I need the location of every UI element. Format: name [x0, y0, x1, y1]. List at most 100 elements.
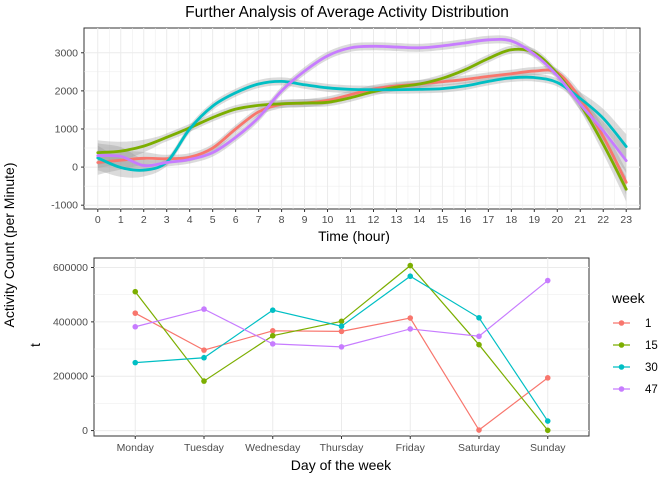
bottom-point-week-47 [476, 333, 482, 340]
top-x-tick-label: 2 [141, 214, 147, 226]
bottom-chart-y-ticks: 0 200000 400000 600000 [53, 262, 94, 437]
top-y-tick-label: 0 [72, 162, 78, 174]
top-x-tick-label: 19 [528, 214, 540, 226]
bottom-x-tick-label: Wednesday [245, 442, 301, 454]
top-x-tick-label: 14 [414, 214, 426, 226]
bottom-y-tick-label: 600000 [53, 262, 88, 274]
top-x-tick-label: 0 [95, 214, 101, 226]
shared-y-axis-label: Activity Count (per Minute) [1, 163, 17, 328]
top-x-tick-label: 20 [551, 214, 563, 226]
top-y-tick-label: 3000 [55, 47, 79, 59]
bottom-point-week-30 [476, 314, 482, 321]
top-x-tick-label: 4 [187, 214, 193, 226]
legend-key-point [618, 320, 625, 326]
bottom-x-tick-label: Monday [117, 442, 155, 454]
top-x-tick-label: 22 [597, 214, 609, 226]
legend-key-point [618, 364, 625, 370]
top-x-tick-label: 5 [210, 214, 216, 226]
bottom-point-week-47 [132, 323, 139, 330]
bottom-x-tick-label: Saturday [458, 442, 501, 454]
top-chart-x-ticks: 0 1 2 3 4 5 6 7 8 9 10 11 12 13 14 15 16 17 18 19 20 21 22 23 [95, 209, 632, 226]
top-smooth-line-week-30 [96, 75, 628, 172]
legend-item-week-47: 47 [613, 384, 658, 396]
bottom-chart-y-axis-label: t [27, 343, 43, 347]
top-y-tick-label: 1000 [55, 123, 79, 135]
top-smooth-line-week-15 [96, 47, 628, 191]
legend-key-point [618, 342, 625, 348]
top-confidence-band-week-15 [97, 45, 627, 202]
bottom-point-week-15 [476, 341, 482, 348]
legend-title: week [611, 290, 646, 306]
legend-item-week-1: 1 [613, 318, 651, 330]
top-x-tick-label: 18 [505, 214, 517, 226]
bottom-point-week-30 [544, 418, 551, 424]
top-chart-title: Further Analysis of Average Activity Dis… [185, 4, 509, 21]
top-chart: Further Analysis of Average Activity Dis… [51, 4, 641, 244]
top-x-tick-label: 9 [302, 214, 308, 226]
legend-item-week-15: 15 [613, 340, 658, 352]
bottom-point-week-47 [338, 344, 345, 350]
top-x-tick-label: 15 [437, 214, 449, 226]
legend-item-week-30: 30 [613, 362, 658, 374]
bottom-point-week-1 [269, 328, 276, 334]
top-x-tick-label: 23 [620, 214, 632, 226]
bottom-point-week-1 [201, 347, 207, 353]
bottom-point-week-15 [338, 318, 345, 325]
top-x-tick-label: 21 [574, 214, 586, 226]
bottom-point-week-47 [544, 277, 551, 284]
bottom-chart-grid [94, 258, 589, 436]
bottom-point-week-30 [338, 323, 345, 330]
bottom-point-week-15 [201, 378, 207, 384]
bottom-y-tick-label: 400000 [53, 316, 88, 328]
bottom-y-tick-label: 200000 [53, 371, 88, 383]
top-y-tick-label: -1000 [51, 200, 78, 212]
bottom-chart-x-ticks: Monday Tuesday Wednesday Thursday Friday Satu… [117, 436, 566, 454]
bottom-x-tick-label: Thursday [320, 442, 365, 454]
top-chart-x-axis-label: Time (hour) [318, 228, 390, 244]
bottom-point-week-15 [269, 332, 276, 339]
bottom-point-week-30 [407, 273, 414, 280]
top-x-tick-label: 10 [322, 214, 334, 226]
legend-label: 1 [645, 318, 651, 330]
bottom-point-week-1 [407, 315, 414, 321]
bottom-point-week-15 [544, 427, 551, 434]
legend-key-point [618, 386, 625, 392]
bottom-chart-points [132, 262, 551, 434]
bottom-chart: Monday Tuesday Wednesday Thursday Friday Satu… [27, 257, 590, 473]
bottom-point-week-1 [476, 427, 482, 433]
bottom-chart-x-axis-label: Day of the week [291, 457, 392, 473]
bottom-point-week-15 [132, 288, 139, 295]
bottom-point-week-30 [269, 307, 276, 313]
legend-label: 30 [645, 362, 658, 374]
top-x-tick-label: 13 [391, 214, 403, 226]
top-x-tick-label: 12 [368, 214, 380, 226]
bottom-y-tick-label: 0 [82, 425, 88, 437]
bottom-point-week-1 [132, 310, 139, 316]
top-x-tick-label: 8 [279, 214, 285, 226]
top-x-tick-label: 3 [164, 214, 170, 226]
top-y-tick-label: 2000 [55, 85, 79, 97]
top-x-tick-label: 6 [233, 214, 239, 226]
top-confidence-band-week-30 [97, 73, 627, 178]
legend: week 1 15 30 47 [611, 290, 658, 396]
top-x-tick-label: 7 [256, 214, 262, 226]
bottom-point-week-47 [201, 306, 207, 312]
bottom-point-week-15 [407, 262, 414, 269]
bottom-point-week-1 [544, 375, 551, 381]
top-x-tick-label: 11 [345, 214, 356, 226]
bottom-point-week-1 [338, 328, 345, 335]
top-chart-y-ticks: -1000 0 1000 2000 3000 [51, 47, 84, 212]
bottom-point-week-30 [201, 354, 207, 361]
bottom-x-tick-label: Friday [396, 442, 426, 454]
bottom-x-tick-label: Sunday [530, 442, 566, 454]
top-chart-lines [96, 37, 628, 191]
top-x-tick-label: 1 [118, 214, 124, 226]
top-x-tick-label: 17 [483, 214, 495, 226]
bottom-point-week-47 [269, 341, 276, 347]
top-chart-grid [84, 28, 640, 209]
top-smooth-line-week-1 [96, 68, 628, 184]
top-x-tick-label: 16 [460, 214, 472, 226]
bottom-point-week-30 [132, 359, 139, 366]
legend-label: 15 [645, 340, 658, 352]
top-smooth-line-week-47 [96, 37, 628, 168]
